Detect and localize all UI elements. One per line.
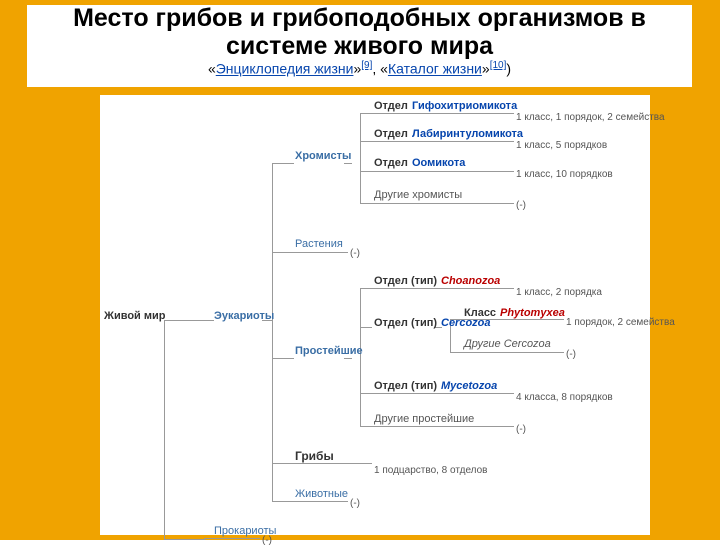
slide-background: Место грибов и грибоподобных организмов … (0, 0, 720, 540)
tree-node-hyph_note: 1 класс, 1 порядок, 2 семейства (516, 112, 665, 123)
tree-connector (360, 393, 514, 394)
tree-node-cerc_l: Отдел (тип) (374, 317, 437, 329)
tree-node-choan: Choanozoa (441, 275, 500, 287)
tree-node-choan_note: 1 класс, 2 порядка (516, 287, 602, 298)
tree-connector (360, 113, 373, 203)
tree-connector (344, 358, 352, 359)
page-title: Место грибов и грибоподобных организмов … (27, 5, 692, 60)
tree-connector (360, 141, 514, 142)
tree-connector (344, 163, 352, 164)
tree-node-plants: Растения (295, 238, 343, 250)
tree-connector (450, 352, 564, 353)
tree-node-myc: Mycetozoa (441, 380, 497, 392)
tree-node-laby: Лабиринтуломикота (412, 128, 523, 140)
tree-node-hyph: Гифохитриомикота (412, 100, 517, 112)
tree-node-phyt_l: Класс (464, 307, 496, 319)
tree-node-prok_note: (-) (262, 535, 272, 546)
tree-connector (360, 288, 514, 289)
sub-suffix: ) (506, 61, 511, 77)
tree-node-oom_note: 1 класс, 10 порядков (516, 169, 613, 180)
tree-node-ocerc_note: (-) (566, 349, 576, 360)
tree-node-oprot_note: (-) (516, 424, 526, 435)
ref-9[interactable]: [9] (361, 60, 372, 71)
tree-node-phyt: Phytomyxea (500, 307, 565, 319)
ref-10[interactable]: [10] (490, 60, 507, 71)
sub-sep: , « (372, 61, 388, 77)
tree-node-phyt_note: 1 порядок, 2 семейства (566, 317, 675, 328)
tree-node-oprot: Другие простейшие (374, 413, 474, 425)
tree-node-laby_note: 1 класс, 5 порядков (516, 140, 607, 151)
tree-node-chrom: Хромисты (295, 150, 351, 162)
sub-prefix: « (208, 61, 216, 77)
tree-node-fungi_note: 1 подцарство, 8 отделов (374, 465, 488, 476)
tree-connector (272, 163, 293, 501)
tree-connector (360, 113, 514, 114)
tree-connector (272, 501, 348, 502)
tree-node-choan_l: Отдел (тип) (374, 275, 437, 287)
tree-node-ocerc: Другие Cercozoa (464, 338, 551, 350)
tree-node-root: Живой мир (104, 310, 165, 322)
tree-connector (360, 171, 514, 172)
tree-connector (360, 327, 372, 328)
tree-connector (360, 426, 514, 427)
tree-node-fungi: Грибы (295, 450, 334, 463)
link-encyclopedia[interactable]: Энциклопедия жизни (216, 61, 354, 77)
tree-node-laby_l: Отдел (374, 128, 408, 140)
tree-node-hyph_l: Отдел (374, 100, 408, 112)
tree-connector (204, 538, 260, 539)
tree-node-ochrom_note: (-) (516, 200, 526, 211)
tree-node-ochrom: Другие хромисты (374, 189, 462, 201)
tree-connector (272, 252, 348, 253)
tree-connector (204, 320, 214, 321)
sub-mid2: » (482, 61, 490, 77)
subtitle-line: «Энциклопедия жизни»[9], «Каталог жизни»… (27, 60, 692, 77)
tree-connector (272, 358, 294, 359)
header-box: Место грибов и грибоподобных организмов … (27, 5, 692, 87)
tree-connector (164, 320, 205, 540)
tree-node-myc_l: Отдел (тип) (374, 380, 437, 392)
tree-connector (360, 203, 514, 204)
tree-node-animals: Животные (295, 488, 348, 500)
tree-node-oom_l: Отдел (374, 157, 408, 169)
tree-node-oom: Оомикота (412, 157, 465, 169)
link-catalog[interactable]: Каталог жизни (388, 61, 482, 77)
tree-connector (272, 163, 294, 164)
tree-node-myc_note: 4 класса, 8 порядков (516, 392, 613, 403)
tree-node-euk: Эукариоты (214, 310, 274, 322)
taxonomy-diagram: Живой мирЭукариотыПрокариоты(-)ХромистыР… (100, 95, 650, 535)
tree-node-plants_note: (-) (350, 248, 360, 259)
tree-node-protist: Простейшие (295, 345, 363, 357)
tree-node-animals_note: (-) (350, 498, 360, 509)
